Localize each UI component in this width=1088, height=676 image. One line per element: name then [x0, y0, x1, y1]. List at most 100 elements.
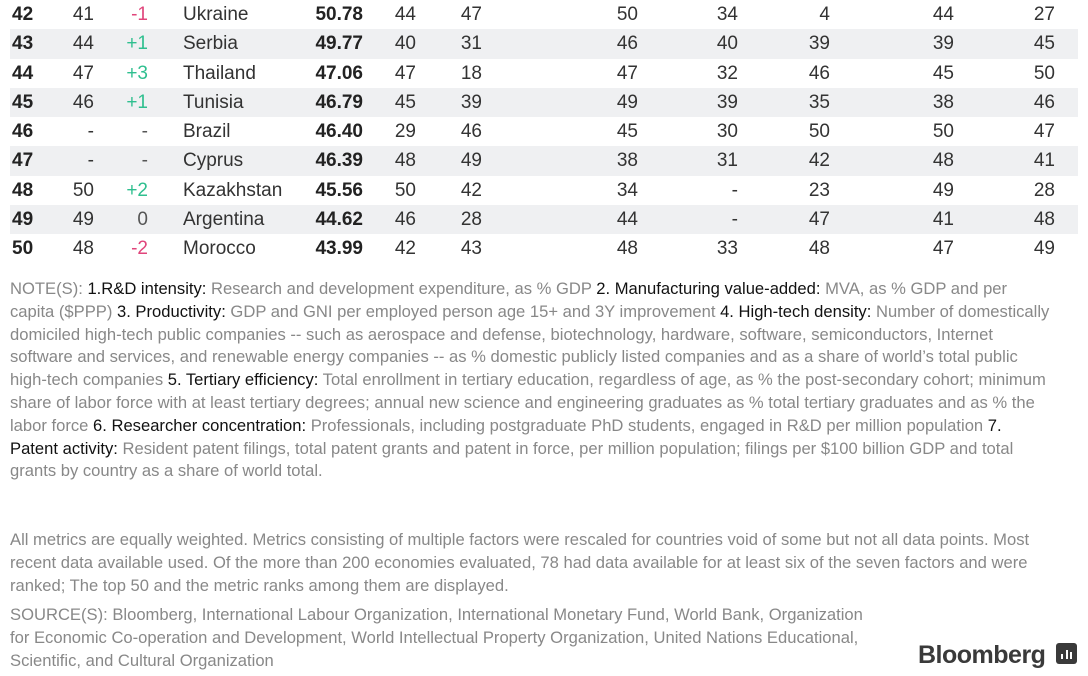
country-cell: Ukraine [183, 4, 249, 25]
table-row: 48 50 +2 Kazakhstan 45.56 50 42 34 - 23 49 28 [10, 176, 1078, 205]
note-label: 2. Manufacturing value-added: [596, 279, 821, 298]
note-label: 3. Productivity: [116, 301, 226, 321]
table-row: 49 49 0 Argentina 44.62 46 28 44 - 47 41 48 [10, 205, 1078, 235]
bloomberg-chart-icon [1056, 643, 1077, 664]
metric-rank-cell: 41 [1033, 150, 1055, 172]
rank-cell: 44 [12, 62, 34, 84]
note-text: Total enrollment in tertiary education, … [10, 370, 1046, 435]
metric-rank-cell: 44 [394, 4, 416, 25]
previous-rank-cell: 46 [72, 91, 94, 113]
country-cell: Cyprus [183, 150, 244, 172]
note-label: 1.R&D intensity: [87, 279, 207, 298]
total-score-cell: 45.56 [315, 179, 363, 201]
metric-rank-cell: 48 [1033, 209, 1055, 231]
note-text: Resident patent filings, total patent gr… [10, 438, 1014, 481]
table-row: 43 44 +1 Serbia 49.77 40 31 46 40 39 39 45 [10, 29, 1078, 59]
metric-rank-cell: 31 [460, 33, 482, 55]
total-score-cell: 44.62 [315, 209, 363, 231]
metric-rank-cell: 47 [460, 4, 482, 25]
table-row: 42 41 -1 Ukraine 50.78 44 47 50 34 4 44 27 [10, 0, 1078, 29]
previous-rank-cell: 48 [72, 238, 94, 260]
total-score-cell: 43.99 [315, 238, 363, 260]
metric-rank-cell: 38 [932, 91, 954, 113]
metric-rank-cell: 33 [716, 238, 738, 260]
metric-rank-cell: 50 [808, 121, 830, 143]
metric-rank-cell: 42 [808, 150, 830, 172]
methodology-note: All metrics are equally weighted. Metric… [10, 530, 1030, 595]
metric-rank-cell: 49 [932, 179, 954, 201]
country-cell: Thailand [183, 62, 256, 84]
ranking-table: 42 41 -1 Ukraine 50.78 44 47 50 34 4 44 27 43 44 +1 Ser… [10, 0, 1078, 264]
table-row: 50 48 -2 Morocco 43.99 42 43 48 33 48 47 49 [10, 234, 1078, 263]
metric-rank-cell: 49 [460, 150, 482, 172]
table-row: 45 46 +1 Tunisia 46.79 45 39 49 39 35 38 46 [10, 87, 1078, 118]
rank-change-cell: +2 [126, 179, 148, 201]
metric-rank-cell: 42 [460, 179, 482, 201]
metric-rank-cell: 32 [716, 62, 738, 84]
note-text: Number of domestically domiciled high-te… [10, 301, 1050, 390]
metric-rank-cell: 28 [460, 209, 482, 231]
metric-rank-cell: 47 [1033, 121, 1055, 143]
metric-rank-cell: 39 [716, 91, 738, 113]
metric-rank-cell: 44 [932, 4, 954, 25]
metric-rank-cell: 35 [808, 91, 830, 113]
previous-rank-cell: 41 [72, 4, 94, 25]
metric-rank-cell: 49 [616, 91, 638, 113]
rank-change-cell: +3 [126, 62, 148, 84]
metric-rank-cell: 34 [616, 179, 638, 201]
metric-rank-cell: 47 [616, 62, 638, 84]
metric-rank-cell: 50 [932, 121, 954, 143]
metric-rank-cell: 47 [932, 238, 954, 260]
metric-rank-cell: 49 [1033, 238, 1055, 260]
metric-rank-cell: 50 [394, 179, 416, 201]
metric-rank-cell: 50 [616, 4, 638, 25]
note-label: 5. Tertiary efficiency: [167, 370, 319, 390]
country-cell: Argentina [183, 209, 265, 231]
previous-rank-cell: 49 [72, 209, 94, 231]
metric-rank-cell: 45 [394, 91, 416, 113]
total-score-cell: 50.78 [315, 4, 363, 25]
country-cell: Brazil [183, 121, 231, 143]
metric-rank-cell: 28 [1033, 179, 1055, 201]
note-label: 4. High-tech density: [720, 301, 872, 321]
metric-rank-cell: 23 [808, 179, 830, 201]
total-score-cell: 46.39 [315, 150, 363, 172]
metric-rank-cell: 46 [460, 121, 482, 143]
metric-rank-cell: 50 [1033, 62, 1055, 84]
metric-rank-cell: 45 [616, 121, 638, 143]
metric-rank-cell: 18 [460, 62, 482, 84]
metric-rank-cell: 27 [1033, 4, 1055, 25]
country-cell: Tunisia [183, 91, 244, 113]
previous-rank-cell: 50 [72, 179, 94, 201]
country-cell: Serbia [183, 33, 238, 55]
metric-rank-cell: 30 [716, 121, 738, 143]
rank-change-cell: - [141, 121, 148, 143]
rank-change-cell: -1 [131, 4, 148, 25]
notes-prefix: NOTE(S): [10, 279, 88, 298]
note-text: GDP and GNI per employed person age 15+ … [225, 301, 721, 321]
table-row: 44 47 +3 Thailand 47.06 47 18 47 32 46 45 50 [10, 59, 1078, 88]
metric-rank-cell: 48 [932, 150, 954, 172]
table-row: 46 - - Brazil 46.40 29 46 45 30 50 50 47 [10, 117, 1078, 146]
metric-rank-cell: 40 [394, 33, 416, 55]
metric-rank-cell: 4 [819, 4, 830, 25]
metric-rank-cell: 39 [932, 33, 954, 55]
metric-rank-cell: 48 [616, 238, 638, 260]
metric-rank-cell: - [731, 209, 738, 231]
sources: SOURCE(S): Bloomberg, International Labo… [10, 605, 863, 670]
rank-cell: 43 [12, 33, 34, 55]
metric-rank-cell: 45 [932, 62, 954, 84]
rank-change-cell: 0 [137, 209, 148, 231]
metric-rank-cell: 34 [716, 4, 738, 25]
rank-cell: 46 [12, 121, 34, 143]
country-cell: Morocco [183, 238, 256, 260]
metric-rank-cell: 31 [716, 150, 738, 172]
rank-cell: 50 [12, 238, 34, 260]
total-score-cell: 46.40 [315, 121, 363, 143]
metric-rank-cell: 46 [1033, 91, 1055, 113]
metric-rank-cell: 44 [616, 209, 638, 231]
metric-rank-cell: 40 [716, 33, 738, 55]
previous-rank-cell: 44 [72, 33, 94, 55]
table-row: 47 - - Cyprus 46.39 48 49 38 31 42 48 41 [10, 146, 1078, 176]
notes: NOTE(S): 1.R&D intensity: Research and d… [10, 278, 1050, 483]
